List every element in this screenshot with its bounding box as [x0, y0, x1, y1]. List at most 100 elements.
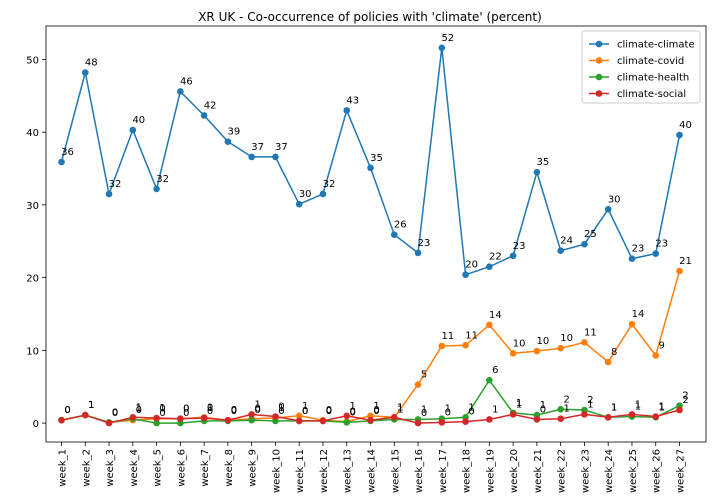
- data-label: 37: [251, 142, 264, 153]
- data-label: 1: [659, 402, 665, 413]
- data-label: 1: [659, 402, 665, 413]
- data-label: 1: [350, 401, 356, 412]
- x-tick-label: week_8: [224, 449, 235, 487]
- data-label: 0: [254, 405, 260, 416]
- data-label: 1: [587, 399, 593, 410]
- legend-label: climate-covid: [617, 56, 684, 67]
- data-point: [628, 320, 636, 328]
- data-label: 8: [611, 347, 617, 358]
- data-point: [652, 250, 660, 257]
- data-label: 32: [323, 179, 336, 190]
- x-tick-label: week_9: [248, 449, 259, 487]
- data-label: 0: [302, 406, 308, 417]
- data-label: 40: [132, 115, 145, 126]
- data-point: [438, 44, 446, 52]
- data-point: [533, 416, 541, 423]
- data-label: 0: [350, 407, 356, 418]
- data-label: 1: [635, 402, 641, 413]
- data-label: 1: [611, 402, 617, 413]
- x-tick-label: week_5: [153, 449, 164, 487]
- x-tick-label: week_3: [105, 449, 116, 487]
- data-point: [248, 153, 255, 161]
- data-point: [414, 381, 422, 388]
- data-label: 1: [397, 404, 403, 415]
- data-point: [343, 419, 351, 426]
- data-label: 1: [492, 404, 498, 415]
- legend-item-climate-climate: climate-climate: [589, 40, 695, 51]
- data-point: [58, 416, 65, 424]
- data-point: [343, 412, 351, 420]
- data-label: 0: [112, 407, 118, 418]
- x-tick-label: week_20: [509, 449, 520, 493]
- data-label: 11: [465, 330, 478, 341]
- data-point: [604, 205, 612, 213]
- data-point: [224, 138, 232, 145]
- legend: climate-climate climate-covid climate-heal…: [581, 30, 701, 104]
- data-point: [557, 344, 564, 352]
- data-label: 0: [373, 405, 379, 416]
- data-point: [129, 126, 137, 134]
- data-point: [343, 107, 351, 114]
- x-tick-label: week_4: [129, 449, 140, 487]
- data-point: [628, 411, 636, 418]
- data-label: 2: [682, 391, 688, 402]
- x-tick-label: week_17: [438, 449, 449, 493]
- legend-label: climate-climate: [617, 40, 695, 51]
- data-label: 0: [64, 405, 70, 416]
- data-label: 1: [563, 404, 569, 415]
- legend-marker: [595, 73, 603, 81]
- data-label: 40: [679, 120, 692, 131]
- data-label: 0: [64, 405, 70, 416]
- x-tick-label: week_21: [533, 449, 544, 493]
- series-climate-climate: 36 48 32 40 32 46 42 39 37 37 30 32 43 35 26 23 52 20 22 23…: [58, 33, 692, 279]
- data-point: [462, 271, 469, 279]
- data-label: 10: [537, 336, 550, 347]
- x-tick-label: week_15: [390, 449, 401, 493]
- legend-item-climate-social: climate-social: [589, 89, 686, 100]
- data-label: 1: [88, 400, 94, 411]
- data-point: [390, 231, 398, 239]
- data-label: 0: [112, 408, 118, 419]
- data-label: 1: [635, 399, 641, 410]
- data-point: [486, 376, 493, 384]
- data-label: 36: [61, 147, 74, 158]
- data-label: 1: [278, 403, 284, 414]
- data-point: [295, 200, 303, 208]
- x-tick-label: week_11: [295, 449, 306, 493]
- data-label: 32: [156, 174, 169, 185]
- data-label: 0: [278, 406, 284, 417]
- x-tick-label: week_6: [176, 449, 187, 487]
- x-tick-label: week_19: [485, 449, 496, 493]
- data-label: 35: [537, 157, 550, 168]
- data-label: 1: [540, 400, 546, 411]
- data-point: [272, 153, 279, 161]
- data-label: 11: [584, 327, 597, 338]
- data-label: 21: [679, 256, 692, 267]
- data-point: [676, 267, 683, 275]
- data-label: 0: [207, 402, 213, 413]
- data-label: 30: [608, 194, 621, 205]
- data-point: [153, 414, 160, 422]
- data-label: 11: [441, 331, 454, 342]
- data-label: 42: [204, 100, 217, 111]
- data-point: [414, 419, 422, 427]
- data-label: 24: [560, 236, 573, 247]
- data-point: [248, 416, 255, 424]
- data-label: 0: [254, 404, 260, 415]
- data-label: 10: [513, 338, 526, 349]
- x-tick-label: week_14: [367, 449, 378, 493]
- data-label: 52: [441, 33, 454, 44]
- x-tick-label: week_27: [676, 449, 687, 493]
- data-point: [224, 416, 232, 424]
- data-label: 0: [468, 407, 474, 418]
- data-label: 0: [326, 406, 332, 417]
- data-point: [295, 412, 303, 420]
- data-label: 1: [136, 404, 142, 415]
- data-label: 0: [136, 405, 142, 416]
- data-label: 1: [207, 403, 213, 414]
- x-tick-label: week_7: [200, 449, 211, 487]
- legend-label: climate-health: [617, 73, 689, 84]
- data-point: [533, 347, 541, 355]
